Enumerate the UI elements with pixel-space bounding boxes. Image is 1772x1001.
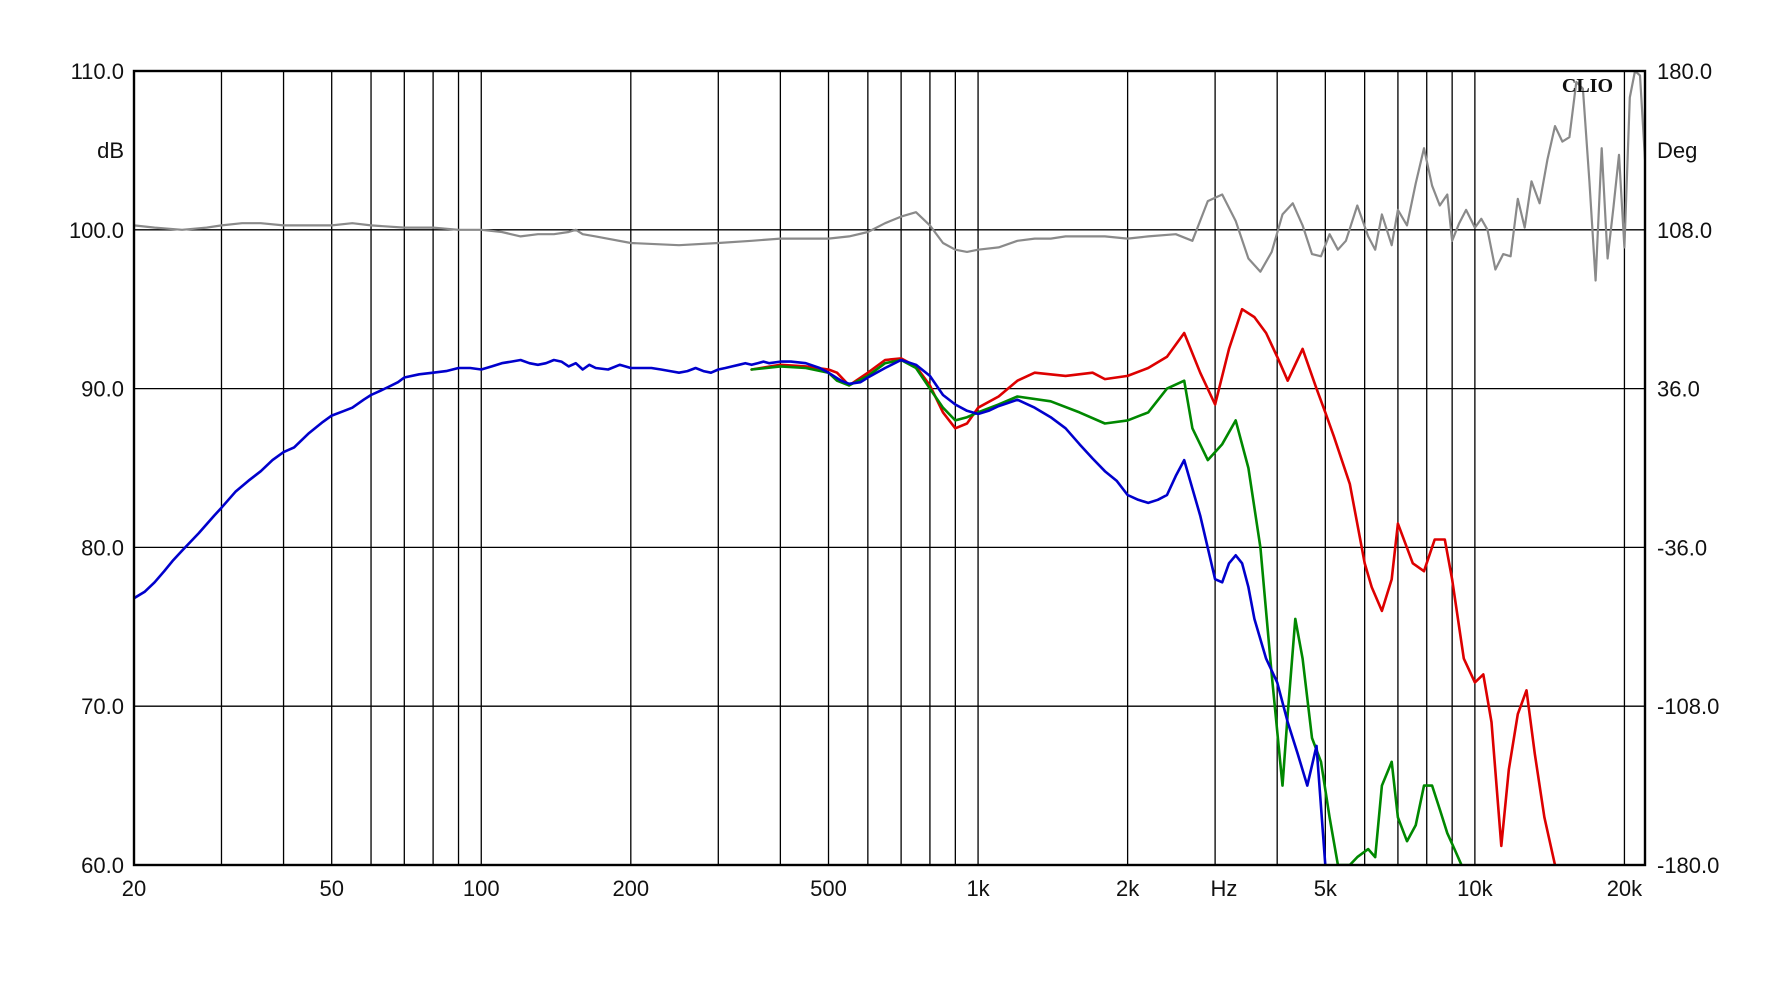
x-tick-label: 1k [966,876,990,901]
plot-background [134,71,1645,865]
y-tick-label-right: 108.0 [1657,218,1712,243]
y-tick-label-right: 36.0 [1657,377,1700,402]
x-tick-label: 100 [463,876,500,901]
x-tick-label: 50 [319,876,343,901]
x-tick-label: 20k [1607,876,1643,901]
y-axis-left-unit: dB [97,138,124,163]
y-tick-label-left: 110.0 [71,59,124,84]
x-tick-label: 20 [122,876,146,901]
y-tick-label-right: -36.0 [1657,535,1707,560]
x-tick-label: 5k [1314,876,1338,901]
y-tick-label-right: -180.0 [1657,853,1719,878]
x-tick-label: 2k [1116,876,1140,901]
y-tick-label-left: 60.0 [81,853,124,878]
y-tick-label-left: 70.0 [81,694,124,719]
y-tick-label-left: 90.0 [81,377,124,402]
x-tick-label: 10k [1457,876,1493,901]
y-tick-label-right: -108.0 [1657,694,1719,719]
brand-logo: CLIO [1562,75,1613,97]
x-tick-label: 200 [612,876,649,901]
x-tick-label: 500 [810,876,847,901]
y-tick-label-left: 100.0 [69,218,124,243]
y-tick-label-left: 80.0 [81,535,124,560]
y-axis-right-unit: Deg [1657,138,1697,163]
y-tick-label-right: 180.0 [1657,59,1712,84]
x-axis-unit: Hz [1211,876,1238,901]
